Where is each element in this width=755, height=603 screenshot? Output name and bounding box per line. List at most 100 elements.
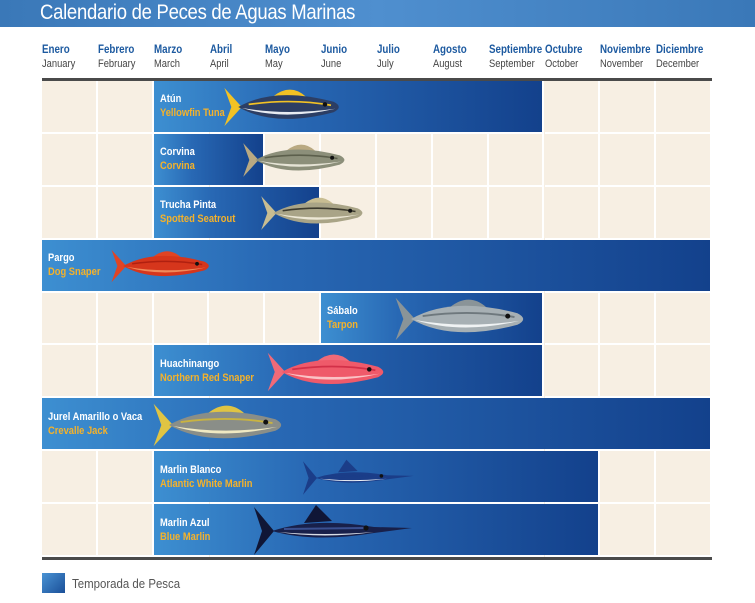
month-label-en: December [656,58,700,70]
month-label-es: Mayo [265,44,291,56]
grid-cell [377,133,433,187]
legend-swatch [42,573,65,593]
grid-cell [488,186,545,240]
grid-cell [432,133,489,187]
grid-cell [600,186,657,240]
calendar-grid: Atún Yellowfin Tuna Corvina Corvina Trucha P… [42,81,712,557]
month-label-en: October [544,58,578,70]
season-bar [153,133,264,185]
grid-cell [656,504,712,557]
tarpon-icon [395,297,524,341]
month-label-en: May [265,58,283,70]
grid-cell [42,186,98,240]
month-january: Enero January [42,44,98,70]
month-label-es: Diciembre [656,44,704,56]
title-bar: Calendario de Peces de Aguas Marinas [0,0,755,27]
month-september: Septiembre September [489,44,545,70]
red-snapper-icon [267,352,384,392]
month-label-en: February [97,58,136,70]
season-bar [153,81,543,132]
month-november: Noviembre November [600,44,656,70]
month-label-es: Junio [321,44,348,56]
fish-name-en: Tarpon [327,319,359,331]
grid-cell [656,451,712,505]
month-label-en: January [42,58,76,70]
grid-cell [97,292,154,346]
grid-cell [432,186,489,240]
grid-cell [656,345,712,399]
month-label-en: June [321,58,342,70]
month-december: Diciembre December [656,44,712,70]
month-label-es: Septiembre [488,44,542,56]
tuna-icon [224,88,339,127]
grid-cell [97,504,154,557]
grid-cell [600,292,657,346]
month-august: Agosto August [433,44,489,70]
month-label-en: March [153,58,180,70]
grid-cell [97,186,154,240]
month-label-en: April [209,58,229,70]
month-label-en: August [432,58,462,70]
fish-name-en: Dog Snaper [48,266,101,279]
fish-name-en: Blue Marlin [159,530,211,543]
grid-cell [600,81,657,134]
chart-title: Calendario de Peces de Aguas Marinas [40,1,356,24]
grid-cell [97,345,154,399]
grid-cell [656,133,712,187]
grid-cell [544,133,601,187]
grid-cell [209,292,266,346]
fish-name-es: Trucha Pinta [159,199,216,212]
month-label-es: Agosto [432,44,467,56]
fish-name-es: Sábalo [327,305,358,317]
fish-name-es: Pargo [48,252,75,265]
grid-cell [488,133,545,187]
month-october: Octubre October [545,44,601,70]
grid-cell [544,186,601,240]
month-label-es: Noviembre [600,44,651,56]
corvina-icon [243,143,345,178]
month-label-es: Marzo [153,44,182,56]
fish-name-es: Marlin Blanco [159,463,221,476]
grid-cell [42,451,98,505]
grid-cell [544,345,601,399]
blue-marlin-icon [254,504,412,555]
white-marlin-icon [303,459,414,495]
fish-name-en: Northern Red Snaper [159,371,254,384]
grid-cell [656,81,712,134]
month-label-en: July [377,58,394,70]
season-bar [42,398,710,450]
jack-icon [153,403,282,447]
grid-cell [153,292,210,346]
grid-cell [42,81,98,134]
fish-name-es: Corvina [159,146,195,159]
month-july: Julio July [377,44,433,70]
month-may: Mayo May [265,44,321,70]
month-label-es: Febrero [97,44,135,56]
month-april: Abril April [210,44,266,70]
grid-cell [42,345,98,399]
grid-cell [97,81,154,134]
fish-name-en: Atlantic White Marlin [159,477,253,490]
month-february: Febrero February [98,44,154,70]
fish-name-en: Yellowfin Tuna [159,107,225,120]
grid-cell [97,451,154,505]
fish-name-en: Spotted Seatrout [159,213,235,226]
grid-cell [600,345,657,399]
month-label-es: Julio [377,44,400,56]
seatrout-icon [261,196,363,231]
month-label-en: September [488,58,535,70]
month-june: Junio June [321,44,377,70]
month-label-es: Abril [209,44,232,56]
fish-name-en: Crevalle Jack [48,424,108,437]
fish-name-en: Corvina [159,160,195,173]
grid-cell [42,133,98,187]
fish-name-es: Marlin Azul [159,516,210,529]
month-header: Enero January Febrero February Marzo March Abr… [42,44,712,76]
grid-cell [265,292,322,346]
grid-cell [42,504,98,557]
grid-cell [97,133,154,187]
month-label-es: Enero [42,44,70,56]
grid-cell [42,292,98,346]
grid-cell [600,504,657,557]
top-divider [42,78,712,81]
